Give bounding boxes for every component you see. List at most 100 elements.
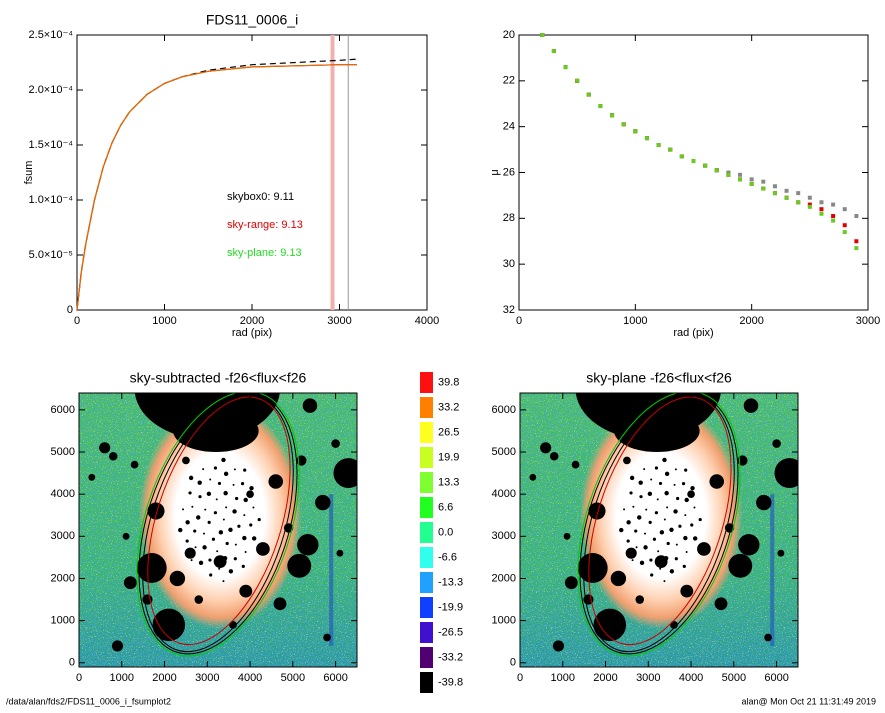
star bbox=[692, 536, 698, 541]
point bbox=[854, 239, 859, 244]
mask-circle bbox=[540, 442, 552, 454]
star bbox=[223, 471, 229, 477]
y-tick-label: 26 bbox=[503, 166, 515, 178]
colorbar-swatch bbox=[420, 497, 433, 518]
image bbox=[520, 393, 798, 667]
x-tick-label: 1000 bbox=[152, 315, 176, 327]
colorbar-swatch bbox=[420, 597, 433, 618]
point bbox=[714, 168, 719, 173]
star bbox=[237, 524, 241, 528]
colorbar-label: -33.2 bbox=[438, 651, 463, 663]
point bbox=[772, 184, 777, 189]
star bbox=[178, 527, 183, 533]
x-tick-label: 5000 bbox=[722, 672, 746, 684]
point bbox=[610, 113, 615, 118]
mask-circle bbox=[697, 542, 711, 556]
star bbox=[675, 543, 678, 546]
star bbox=[208, 558, 212, 562]
mask-circle bbox=[714, 597, 728, 611]
point bbox=[807, 204, 812, 209]
star bbox=[244, 550, 247, 553]
point bbox=[807, 195, 812, 200]
y-tick-label: 0 bbox=[510, 657, 516, 669]
star bbox=[674, 557, 678, 561]
x-tick-label: 3000 bbox=[327, 315, 351, 327]
star bbox=[669, 527, 674, 533]
footer-right: alan@ Mon Oct 21 11:31:49 2019 bbox=[741, 696, 876, 706]
mask-circle bbox=[743, 398, 759, 413]
mask-circle bbox=[552, 640, 565, 652]
point bbox=[586, 92, 591, 97]
point bbox=[854, 246, 859, 251]
star bbox=[198, 560, 204, 566]
mask-circle bbox=[169, 570, 186, 587]
y-tick-label: 6000 bbox=[51, 404, 75, 416]
x-tick-label: 4000 bbox=[415, 315, 439, 327]
star bbox=[213, 511, 218, 515]
mask-circle bbox=[756, 494, 772, 511]
point bbox=[749, 181, 754, 186]
star bbox=[652, 537, 657, 541]
y-tick-label: 6000 bbox=[492, 404, 516, 416]
star bbox=[673, 509, 678, 514]
mask-circle bbox=[625, 547, 637, 559]
point bbox=[726, 172, 731, 177]
y-tick-label: 5000 bbox=[492, 446, 516, 458]
y-tick-label: 20 bbox=[503, 29, 515, 41]
colorbar-swatch bbox=[420, 472, 433, 493]
x-tick-label: 1000 bbox=[110, 672, 134, 684]
y-tick-label: 32 bbox=[503, 304, 515, 316]
star bbox=[654, 466, 659, 470]
star bbox=[243, 497, 248, 503]
point bbox=[831, 202, 836, 207]
star bbox=[185, 520, 190, 525]
star bbox=[198, 495, 202, 499]
point bbox=[772, 191, 777, 196]
aperture bbox=[579, 393, 739, 655]
point bbox=[691, 159, 696, 164]
x-tick-label: 2000 bbox=[739, 315, 763, 327]
star bbox=[634, 529, 638, 533]
mask-circle bbox=[764, 633, 772, 642]
point bbox=[819, 200, 824, 205]
star bbox=[218, 567, 221, 570]
point bbox=[726, 170, 731, 175]
star bbox=[643, 468, 646, 471]
mask-circle bbox=[315, 494, 331, 511]
colorbar-swatch bbox=[420, 372, 433, 393]
y-tick-label: 1000 bbox=[51, 615, 75, 627]
y-tick-label: 2000 bbox=[51, 572, 75, 584]
chart-title: sky-plane -f26<flux<f26 bbox=[586, 370, 732, 386]
star bbox=[257, 517, 261, 522]
star bbox=[654, 511, 659, 515]
y-tick-label: 2.5×10⁻⁴ bbox=[29, 29, 74, 41]
mask-circle bbox=[130, 460, 139, 469]
point bbox=[598, 104, 603, 109]
colorbar-label: -19.9 bbox=[438, 601, 463, 613]
point bbox=[784, 195, 789, 200]
y-tick-label: 1000 bbox=[492, 615, 516, 627]
x-tick-label: 2000 bbox=[152, 672, 176, 684]
mask-circle bbox=[777, 549, 785, 557]
point bbox=[761, 179, 766, 184]
y-tick-label: 3000 bbox=[492, 530, 516, 542]
annotation: sky-plane: 9.13 bbox=[227, 247, 302, 259]
mask-circle bbox=[623, 456, 631, 465]
mask-circle bbox=[194, 595, 204, 604]
colorbar-label: -6.6 bbox=[438, 551, 457, 563]
mask-circle bbox=[136, 552, 167, 583]
mask-circle bbox=[152, 608, 186, 642]
y-tick-label: 5.0×10⁻⁵ bbox=[29, 249, 73, 261]
star bbox=[241, 564, 245, 568]
star bbox=[225, 541, 229, 546]
star bbox=[196, 515, 201, 520]
aperture bbox=[147, 396, 291, 646]
point bbox=[679, 154, 684, 159]
mask-circle bbox=[256, 542, 270, 556]
star bbox=[685, 550, 688, 553]
mask-circle bbox=[563, 532, 571, 540]
point bbox=[633, 129, 638, 134]
star bbox=[648, 520, 652, 525]
star bbox=[664, 471, 670, 477]
star bbox=[242, 535, 247, 541]
